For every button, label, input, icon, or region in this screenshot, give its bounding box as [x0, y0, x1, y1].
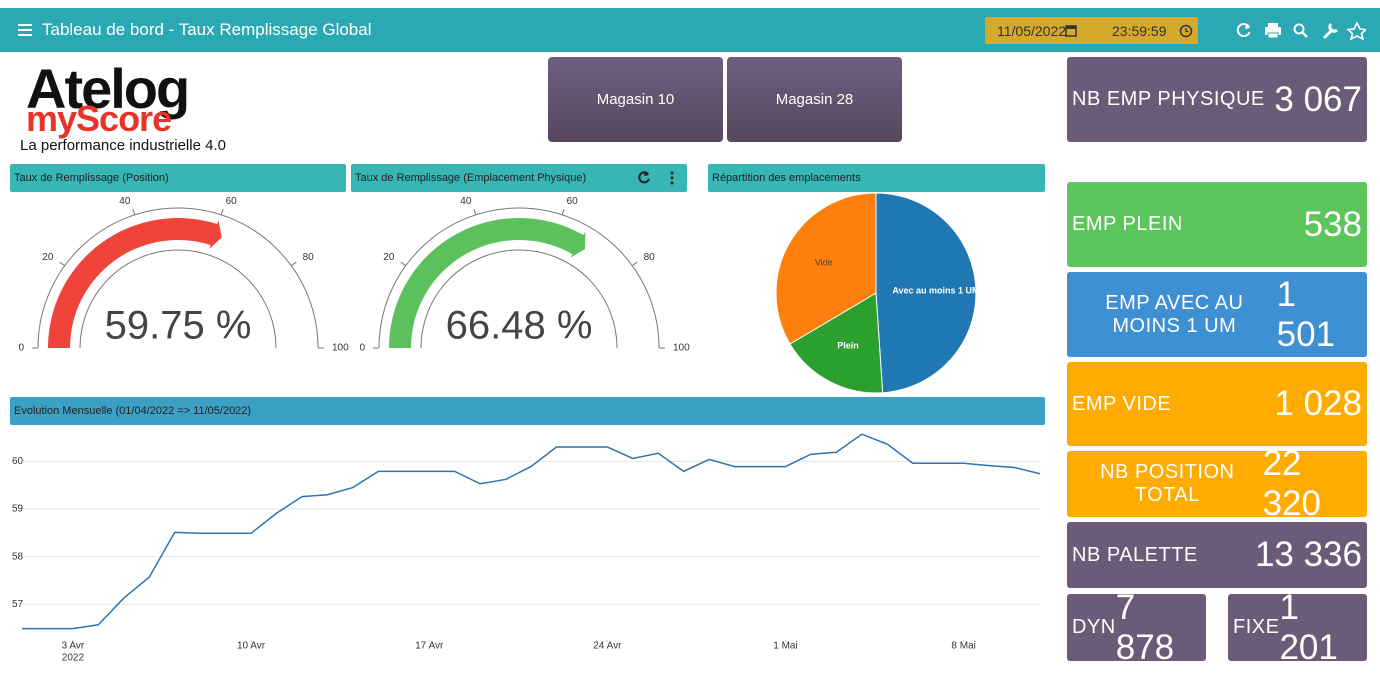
panel-header: Taux de Remplissage (Position): [10, 164, 346, 192]
kpi-label: NB EMP PHYSIQUE: [1072, 88, 1265, 110]
kpi-label: DYN: [1072, 616, 1116, 638]
x-tick-label: 3 Avr: [62, 641, 85, 652]
kpi-label: FIXE: [1233, 616, 1280, 638]
kpi-tile: NB POSITION TOTAL 22 320: [1067, 444, 1367, 523]
pie-slice: [775, 192, 877, 345]
gauge-tick-label: 20: [42, 252, 54, 263]
top-bar: Tableau de bord - Taux Remplissage Globa…: [0, 8, 1380, 52]
panel-header: Taux de Remplissage (Emplacement Physiqu…: [351, 164, 687, 192]
gauge-tick: [290, 261, 297, 267]
kpi-tile: FIXE 1 201: [1228, 588, 1367, 667]
gauge-value-arc: [48, 217, 222, 348]
panel-title: Taux de Remplissage (Emplacement Physiqu…: [355, 172, 587, 184]
gauge-tick-label: 0: [359, 343, 365, 354]
pie-label: Avec au moins 1 UM: [892, 285, 979, 295]
logo-brand: Atelog: [26, 57, 190, 120]
kpi-tile: NB PALETTE 13 336: [1067, 522, 1367, 588]
y-tick-label: 59: [12, 504, 24, 515]
favorite-icon[interactable]: [1346, 22, 1366, 40]
logo-tagline: La performance industrielle 4.0: [20, 137, 226, 154]
gauge-outline: [37, 207, 319, 349]
gauge-tick: [132, 208, 136, 216]
print-icon[interactable]: [1265, 23, 1281, 39]
panel-header: Evolution Mensuelle (01/04/2022 => 11/05…: [10, 397, 1045, 425]
y-tick-label: 60: [12, 456, 24, 467]
logo: Atelog myScore La performance industriel…: [20, 56, 304, 156]
kpi-value: 13 336: [1254, 535, 1362, 574]
x-tick-label: 8 Mai: [951, 641, 975, 652]
kpi-tile: NB EMP PHYSIQUE 3 067: [1067, 57, 1367, 142]
kpi-value: 1 501: [1276, 274, 1336, 354]
x-tick-label: 10 Avr: [237, 641, 266, 652]
gauge-tick-label: 20: [383, 252, 395, 263]
kpi-value: 1 028: [1274, 384, 1362, 423]
kpi-value: 7 878: [1115, 587, 1175, 667]
time-field[interactable]: 23:59:59: [1112, 23, 1167, 39]
more-icon[interactable]: [670, 171, 674, 185]
pie-label: Plein: [837, 340, 859, 350]
kpi-label: EMP AVEC AU MOINS 1 UM: [1105, 291, 1244, 337]
x-tick-label: 1 Mai: [773, 641, 797, 652]
kpi-value: 3 067: [1274, 79, 1362, 119]
pie-slice: [789, 292, 884, 394]
x-tick-label: 17 Avr: [415, 641, 444, 652]
store-button[interactable]: Magasin 28: [727, 57, 902, 142]
calendar-icon[interactable]: [1065, 24, 1077, 37]
kpi-tile: EMP PLEIN 538: [1067, 182, 1367, 267]
kpi-label: NB PALETTE: [1072, 543, 1198, 566]
kpi-value: 1 201: [1279, 587, 1338, 667]
gauge-tick-label: 80: [644, 252, 656, 263]
y-tick-label: 57: [12, 599, 24, 610]
gauge-tick-label: 80: [303, 252, 315, 263]
gauge-tick-label: 40: [460, 196, 472, 207]
gauge-tick: [473, 208, 477, 216]
toolbar-icons: [1236, 22, 1366, 40]
kpi-tile: EMP VIDE 1 028: [1067, 362, 1367, 446]
gauge-tick-label: 60: [567, 196, 579, 207]
search-icon[interactable]: [1293, 23, 1308, 38]
gauge-outline: [378, 207, 660, 349]
date-field[interactable]: 11/05/2022: [997, 23, 1067, 39]
page-title: Tableau de bord - Taux Remplissage Globa…: [42, 20, 372, 39]
gauge-tick: [220, 208, 224, 216]
panel-actions: [638, 171, 674, 185]
kpi-label: NB POSITION TOTAL: [1100, 461, 1235, 506]
gauge-tick: [400, 261, 407, 267]
date-time-picker[interactable]: 11/05/2022 23:59:59: [985, 17, 1198, 44]
gauge-tick-label: 100: [673, 343, 690, 354]
kpi-tile: EMP AVEC AU MOINS 1 UM 1 501: [1067, 272, 1367, 357]
kpi-label: EMP PLEIN: [1072, 213, 1183, 235]
pie-label: Vide: [815, 258, 833, 268]
gauge-tick: [631, 261, 638, 267]
x-tick-label: 24 Avr: [593, 641, 622, 652]
gauge-tick-label: 40: [119, 196, 131, 207]
gauge-value-arc: [389, 217, 586, 348]
logo-product: myScore: [26, 98, 172, 139]
settings-icon[interactable]: [1322, 22, 1339, 40]
menu-icon[interactable]: [18, 23, 34, 37]
charts: 0 20 40 60 80 100 59.75 % 0 20 40 60 80 100 66.48 % Av…: [12, 192, 1041, 664]
kpi-value: 22 320: [1262, 444, 1321, 523]
gauge-tick: [561, 208, 565, 216]
gauge-value-label: 66.48 %: [446, 304, 593, 348]
store-button[interactable]: Magasin 10: [548, 57, 723, 142]
line-series: [22, 433, 1041, 630]
gauge-tick: [59, 261, 66, 267]
gauge-value-label: 59.75 %: [105, 304, 252, 348]
kpi-value: 538: [1303, 204, 1362, 244]
panel-header: Répartition des emplacements: [708, 164, 1045, 192]
pie-slice: [875, 192, 977, 394]
gauge-tick-label: 60: [226, 196, 238, 207]
clock-icon[interactable]: [1179, 24, 1193, 38]
gauge-tick-label: 0: [18, 343, 24, 354]
x-year-label: 2022: [62, 653, 85, 664]
y-tick-label: 58: [12, 551, 24, 562]
kpi-tile: DYN 7 878: [1067, 588, 1206, 667]
gauge-tick-label: 100: [332, 343, 349, 354]
kpi-label: EMP VIDE: [1072, 392, 1172, 415]
